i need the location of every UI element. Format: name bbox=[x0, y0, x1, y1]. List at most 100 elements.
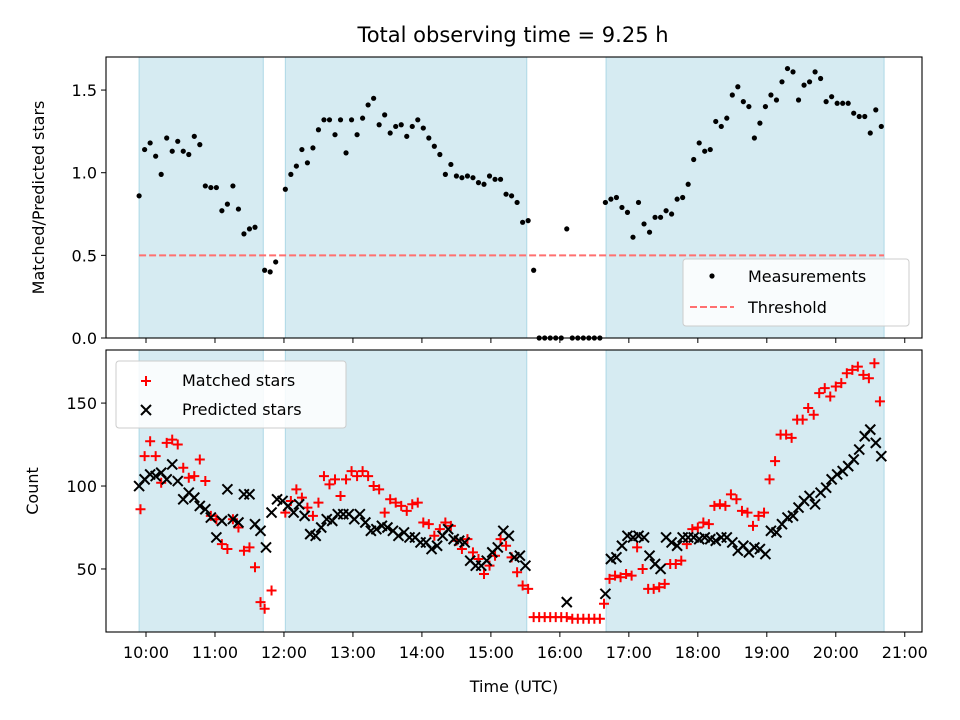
measurement-point bbox=[492, 176, 498, 182]
predicted-point bbox=[803, 490, 816, 502]
measurement-point bbox=[768, 92, 774, 98]
predicted-point bbox=[492, 541, 504, 554]
measurement-point bbox=[856, 113, 862, 120]
predicted-point bbox=[287, 506, 300, 519]
measurement-point bbox=[398, 122, 404, 128]
matched-point bbox=[401, 505, 412, 516]
measurement-point bbox=[293, 163, 299, 169]
matched-point bbox=[291, 484, 302, 495]
predicted-point bbox=[205, 511, 217, 524]
measurement-point bbox=[180, 148, 186, 154]
measurement-point bbox=[779, 79, 785, 85]
panel-bottom: 50 100 150 10:00 11:00 12:00 13:00 14:00 15:00 16… bbox=[23, 349, 928, 696]
measurement-point bbox=[602, 199, 608, 206]
measurement-point bbox=[691, 156, 697, 163]
matched-point bbox=[313, 497, 324, 508]
matched-point bbox=[764, 474, 775, 485]
matched-point bbox=[330, 474, 341, 485]
measurement-point bbox=[508, 193, 515, 199]
measurement-point bbox=[359, 115, 366, 121]
measurement-point bbox=[520, 219, 526, 225]
matched-point bbox=[610, 570, 621, 581]
y-tick-label: 1.0 bbox=[72, 164, 97, 183]
matched-point bbox=[698, 517, 709, 528]
matched-point bbox=[429, 530, 440, 541]
panel-top: 0.0 0.5 1.0 1.5 Matched/Predicted stars Meas… bbox=[29, 56, 923, 348]
y-tick-label: 1.5 bbox=[72, 81, 97, 100]
matched-point bbox=[318, 471, 329, 482]
matched-point bbox=[200, 476, 211, 487]
matched-point bbox=[423, 519, 434, 530]
measurement-point bbox=[262, 267, 268, 273]
predicted-point bbox=[671, 540, 683, 552]
observing-window bbox=[138, 56, 264, 339]
measurement-point bbox=[630, 234, 636, 240]
measurement-point bbox=[762, 103, 769, 110]
measurement-point bbox=[382, 112, 388, 118]
matched-point bbox=[709, 500, 720, 511]
predicted-point bbox=[831, 468, 843, 481]
matched-point bbox=[390, 497, 401, 508]
matched-point bbox=[594, 613, 605, 624]
predicted-point bbox=[853, 443, 865, 456]
measurement-point bbox=[564, 226, 570, 232]
measurement-point bbox=[514, 199, 520, 206]
measurement-point bbox=[420, 125, 426, 131]
measurement-point bbox=[481, 181, 487, 187]
predicted-point bbox=[354, 508, 366, 520]
matched-point bbox=[255, 597, 266, 608]
matched-point bbox=[725, 489, 736, 500]
predicted-point bbox=[359, 516, 372, 529]
matched-point bbox=[615, 572, 626, 583]
measurement-point bbox=[464, 173, 471, 179]
matched-point bbox=[632, 542, 643, 553]
measurement-point bbox=[288, 171, 294, 177]
measurement-point bbox=[175, 138, 181, 144]
legend-box bbox=[682, 258, 910, 327]
matched-point bbox=[145, 436, 156, 447]
measurement-point bbox=[337, 117, 344, 123]
matched-point bbox=[150, 451, 161, 462]
measurement-point bbox=[674, 196, 680, 202]
measurement-point bbox=[873, 107, 879, 113]
predicted-point bbox=[503, 530, 515, 542]
matched-point bbox=[341, 474, 352, 485]
measurement-point bbox=[663, 208, 669, 214]
measurement-point bbox=[354, 132, 360, 138]
predicted-point bbox=[392, 530, 405, 542]
measurement-point bbox=[635, 199, 642, 206]
axes-top: 0.0 0.5 1.0 1.5 Matched/Predicted stars bbox=[29, 56, 923, 348]
predicted-point bbox=[160, 473, 173, 486]
measurement-point bbox=[751, 135, 757, 141]
legend-box bbox=[115, 360, 347, 429]
measurement-point bbox=[707, 146, 713, 153]
matched-point bbox=[654, 582, 665, 593]
matched-point bbox=[233, 522, 244, 533]
x-tick-label: 19:00 bbox=[744, 643, 790, 662]
predicted-point bbox=[370, 523, 383, 535]
matched-point bbox=[222, 544, 233, 555]
matched-point bbox=[363, 471, 374, 482]
predicted-point bbox=[870, 437, 882, 449]
matched-point bbox=[478, 568, 489, 579]
measurement-point bbox=[790, 69, 796, 75]
observing-window bbox=[605, 349, 885, 633]
measurement-point bbox=[310, 145, 316, 151]
measurement-point bbox=[426, 135, 432, 141]
matched-point bbox=[659, 578, 670, 589]
measurement-point bbox=[415, 117, 421, 123]
matched-point bbox=[135, 504, 146, 515]
measurement-point bbox=[147, 140, 153, 146]
x-axis-label: Time (UTC) bbox=[469, 677, 558, 696]
measurement-point bbox=[702, 148, 708, 154]
measurement-point bbox=[724, 115, 730, 121]
matched-point bbox=[346, 466, 357, 477]
measurement-point bbox=[213, 184, 219, 191]
measurement-point bbox=[740, 99, 746, 105]
x-tick-label: 13:00 bbox=[330, 643, 376, 662]
predicted-point bbox=[654, 563, 667, 575]
predicted-point bbox=[561, 596, 573, 608]
measurement-point bbox=[371, 95, 377, 101]
measurement-point bbox=[829, 94, 835, 100]
matched-point bbox=[648, 583, 659, 594]
